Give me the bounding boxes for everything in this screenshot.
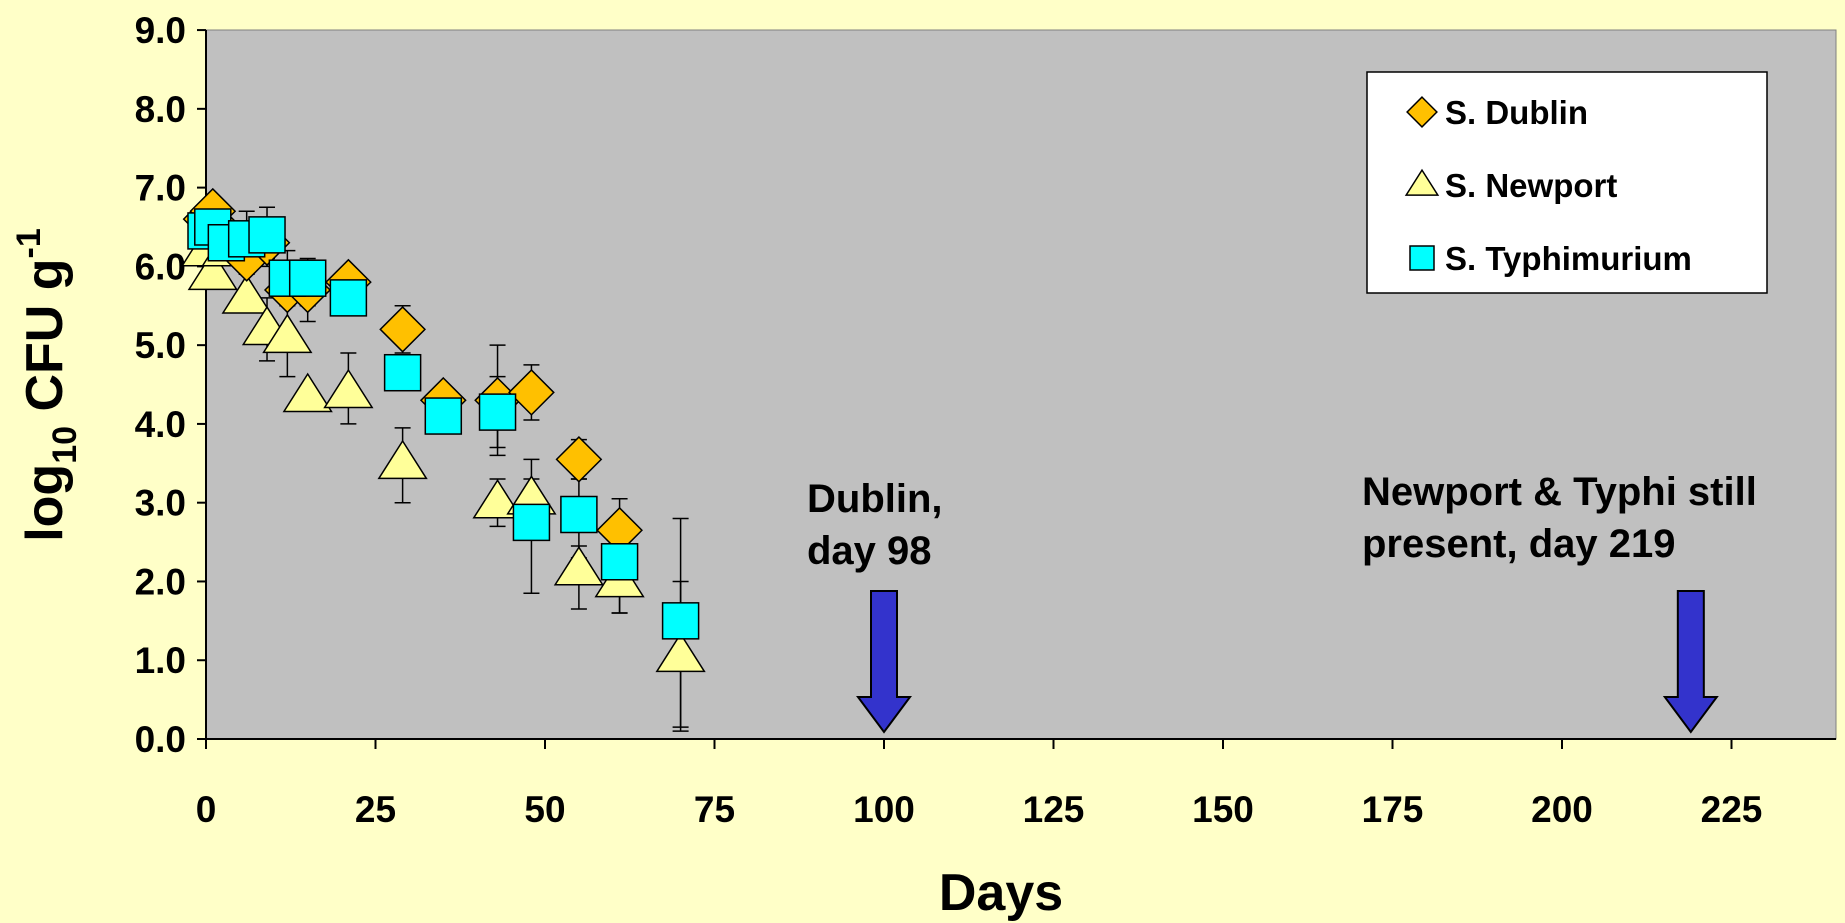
- legend-marker-s-typhimurium: [1409, 245, 1435, 271]
- x-tick-label: 150: [1192, 789, 1254, 830]
- y-tick-label: 0.0: [135, 719, 186, 760]
- annotations: Dublin, day 98 Newport & Typhi still presen…: [807, 470, 1757, 734]
- y-axis-title-subscript: 10: [46, 426, 84, 464]
- s-typhimurium-point: [600, 543, 639, 581]
- x-tick-label: 0: [196, 789, 217, 830]
- s-typhimurium-point: [383, 353, 422, 392]
- s-newport-point: [472, 478, 523, 519]
- s-dublin-point: [508, 369, 555, 416]
- annotation-arrow: [856, 590, 912, 734]
- y-axis-title-middle: CFU g: [16, 258, 74, 426]
- s-typhimurium-point: [329, 279, 368, 317]
- annotation-text: Dublin,: [807, 477, 943, 521]
- x-tick-label: 75: [694, 789, 735, 830]
- legend: S. Dublin S. Newport S. Typhimurium: [1366, 71, 1768, 294]
- s-typhimurium-point: [424, 397, 463, 435]
- y-tick-label: 7.0: [135, 168, 186, 209]
- s-dublin-point: [555, 435, 603, 483]
- legend-marker-s-dublin: [1406, 96, 1438, 128]
- data-markers: [180, 187, 706, 673]
- y-axis-title-prefix: log: [16, 464, 74, 542]
- x-tick-label: 200: [1531, 789, 1593, 830]
- s-newport-point: [377, 439, 428, 480]
- annotation-text: present, day 219: [1362, 522, 1676, 566]
- s-typhimurium-point: [661, 602, 700, 640]
- x-tick-label: 100: [853, 789, 915, 830]
- y-tick-label: 9.0: [135, 10, 186, 51]
- x-tick-label: 225: [1701, 789, 1763, 830]
- y-tick-label: 5.0: [135, 325, 186, 366]
- x-tick-label: 175: [1362, 789, 1424, 830]
- x-axis-title: Days: [939, 864, 1063, 922]
- annotation-text: day 98: [807, 529, 932, 573]
- s-newport-point: [323, 368, 374, 409]
- s-newport-point: [221, 274, 272, 314]
- y-tick-label: 8.0: [135, 89, 186, 130]
- x-tick-label: 25: [355, 789, 396, 830]
- s-newport-point: [187, 250, 238, 291]
- s-newport-point: [282, 372, 333, 413]
- y-axis-title-superscript: -1: [10, 228, 48, 258]
- y-tick-label: 1.0: [135, 640, 186, 681]
- annotation-text: Newport & Typhi still: [1362, 470, 1757, 514]
- y-axis-title: log10 CFU g-1: [10, 228, 84, 542]
- s-typhimurium-point: [478, 393, 517, 431]
- legend-label-s-typhimurium: S. Typhimurium: [1445, 240, 1692, 277]
- annotation-arrow: [1662, 590, 1719, 734]
- s-typhimurium-point: [288, 259, 327, 297]
- y-tick-label: 4.0: [135, 404, 186, 445]
- y-tick-label: 6.0: [135, 246, 186, 287]
- legend-label-s-dublin: S. Dublin: [1445, 94, 1588, 131]
- s-typhimurium-point: [248, 216, 286, 254]
- x-tick-label: 50: [524, 789, 565, 830]
- legend-marker-s-newport: [1404, 168, 1440, 196]
- x-tick-label: 125: [1023, 789, 1085, 830]
- axes: 0.0 1.0 2.0 3.0 4.0 5.0 6.0 7.0 8.0 9.0 0 25 50 75 100…: [135, 10, 1836, 830]
- legend-label-s-newport: S. Newport: [1445, 167, 1617, 204]
- y-tick-label: 2.0: [135, 561, 186, 602]
- s-typhimurium-point: [512, 503, 551, 542]
- s-newport-point: [553, 545, 605, 586]
- s-typhimurium-point: [560, 495, 598, 534]
- s-dublin-point: [379, 306, 427, 353]
- s-newport-point: [655, 632, 706, 673]
- y-tick-label: 3.0: [135, 483, 186, 524]
- s-newport-point: [262, 313, 313, 354]
